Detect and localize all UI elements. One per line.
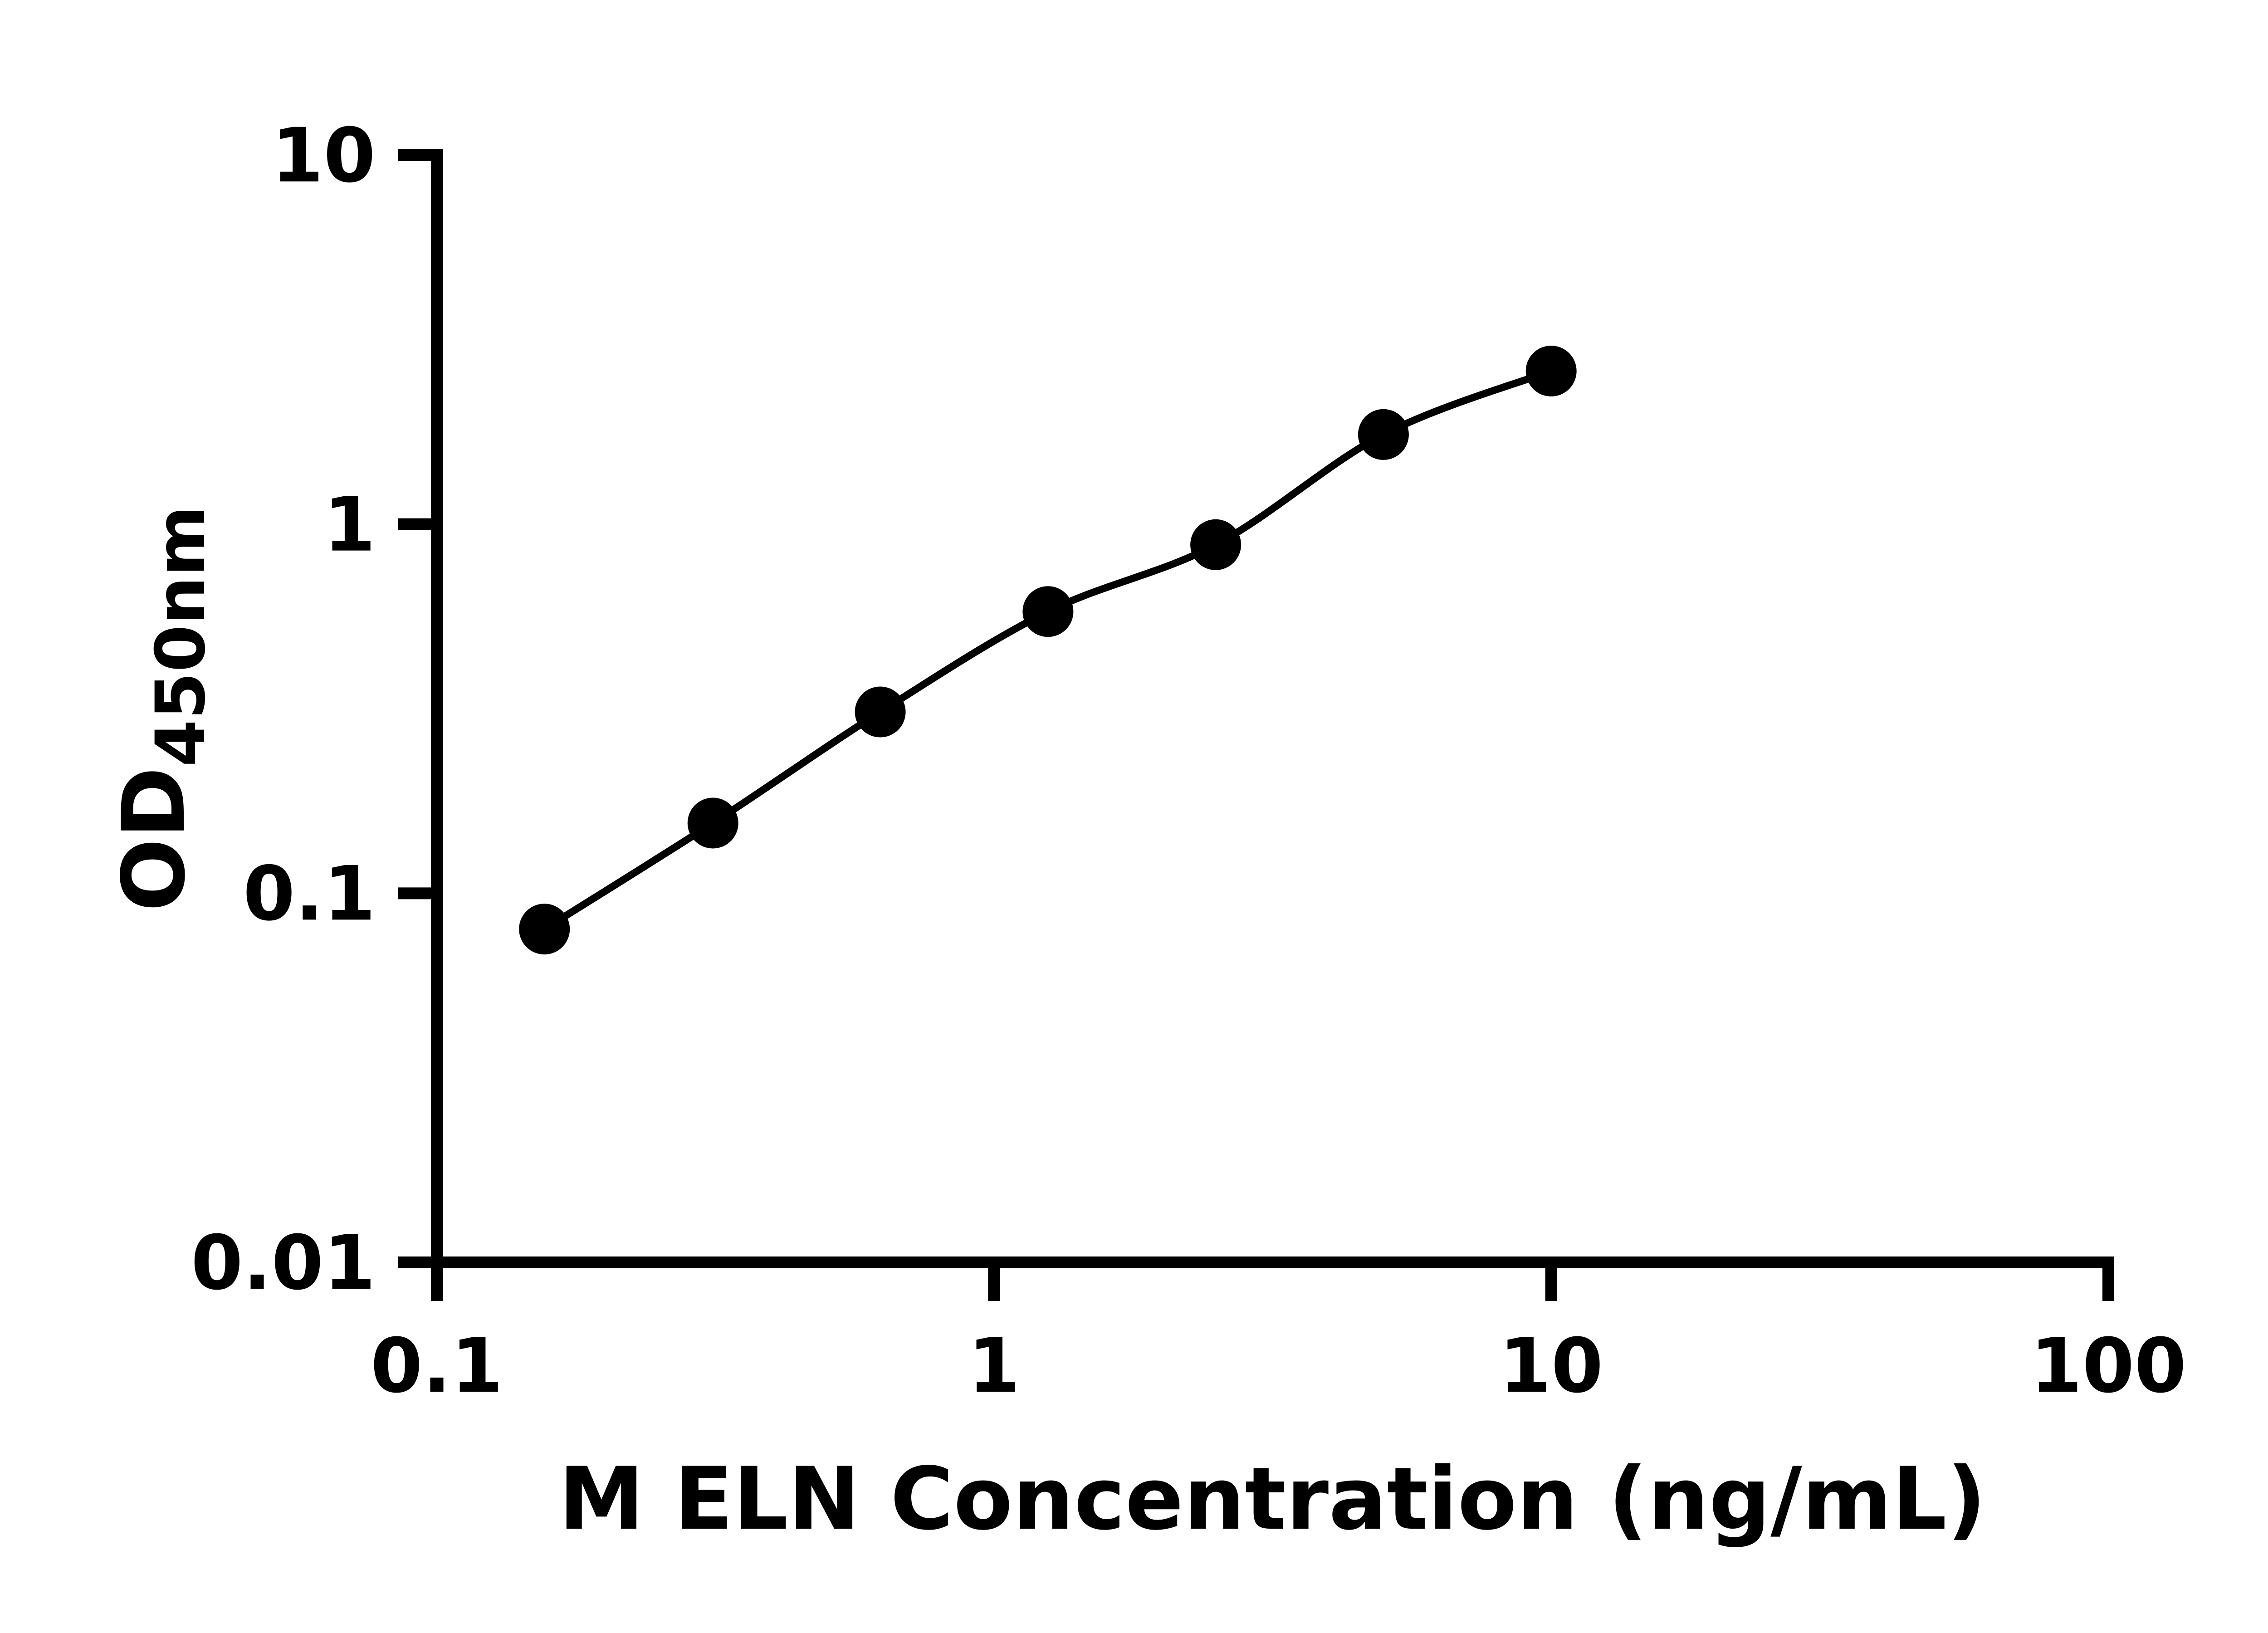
fit-curve: [542, 367, 1553, 932]
y-axis-title: OD450nm: [104, 505, 220, 911]
y-tick-label: 0.01: [191, 1219, 376, 1306]
data-point-marker: [855, 686, 906, 738]
data-point-marker: [1525, 346, 1577, 396]
y-axis-title-sub: 450nm: [142, 505, 220, 767]
y-tick-label: 10: [271, 112, 376, 199]
x-tick-label: 0.1: [371, 1322, 503, 1409]
data-point-marker: [1190, 519, 1242, 570]
y-tick-label: 1: [323, 481, 376, 568]
data-point-marker: [519, 904, 570, 955]
axis-ticks: [398, 149, 2114, 1301]
axes: [431, 149, 2114, 1268]
y-tick-label: 0.1: [243, 850, 376, 937]
axis-titles: M ELN Concentration (ng/mL) OD450nm: [104, 505, 1986, 1549]
data-point-marker: [687, 797, 738, 849]
x-tick-label: 100: [2030, 1322, 2186, 1409]
x-tick-label: 10: [1499, 1322, 1603, 1409]
x-axis-title: M ELN Concentration (ng/mL): [558, 1449, 1986, 1549]
data-points: [519, 346, 1577, 955]
standard-curve-path: [542, 367, 1553, 932]
data-point-marker: [1358, 409, 1409, 460]
tick-labels: 0.01 0.1 1 10 0.1 1 10 100: [191, 112, 2186, 1409]
y-axis-title-main: OD: [104, 767, 204, 911]
x-tick-label: 1: [968, 1322, 1020, 1409]
data-point-marker: [1022, 586, 1074, 637]
